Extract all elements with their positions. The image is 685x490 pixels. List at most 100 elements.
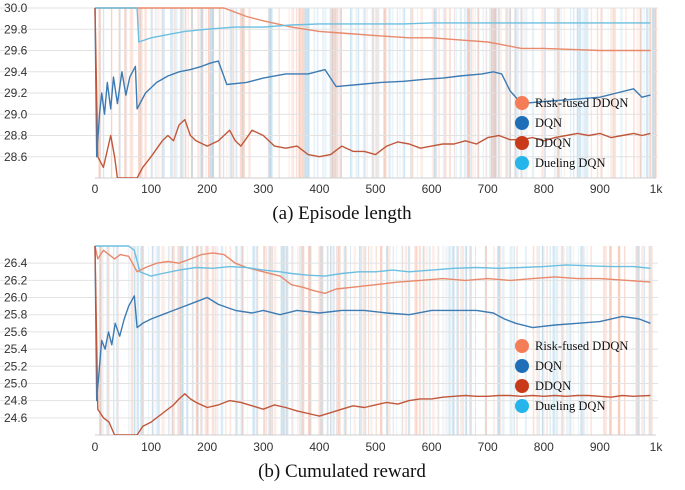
y-tick-label: 25.2	[4, 359, 28, 373]
background-band	[388, 246, 391, 435]
background-band	[179, 246, 182, 435]
background-band	[651, 246, 653, 435]
series-group	[94, 245, 651, 435]
background-band	[449, 246, 451, 435]
background-band	[553, 246, 556, 435]
series-line-dqn	[94, 7, 651, 158]
background-band	[141, 246, 144, 435]
legend-item-ddqn: DDQN	[515, 379, 571, 393]
x-tick-label: 800	[534, 182, 554, 196]
background-band	[241, 246, 244, 435]
background-band	[396, 246, 397, 435]
x-tick-label: 400	[309, 440, 329, 454]
background-band	[319, 246, 322, 435]
background-band	[336, 246, 338, 435]
background-band	[503, 246, 505, 435]
background-band	[113, 246, 115, 435]
background-band	[236, 246, 238, 435]
background-band	[291, 246, 294, 435]
background-band	[204, 246, 208, 435]
background-band	[451, 246, 455, 435]
background-band	[137, 246, 139, 435]
background-band	[152, 246, 154, 435]
legend-marker	[515, 379, 529, 393]
y-tick-label: 28.6	[4, 150, 28, 164]
background-band	[157, 246, 160, 435]
background-band	[108, 246, 110, 435]
background-band	[549, 246, 550, 435]
x-tick-label: 700	[478, 440, 498, 454]
background-band	[297, 246, 299, 435]
y-tick-label: 25.8	[4, 308, 28, 322]
background-band	[636, 246, 640, 435]
background-band	[559, 246, 561, 435]
background-band	[207, 246, 210, 435]
legend-item-dqn: DQN	[515, 359, 562, 373]
background-band	[562, 246, 564, 435]
legend-label: DQN	[535, 359, 562, 373]
background-band	[302, 246, 304, 435]
background-band	[177, 246, 179, 435]
legend-label: Risk-fused DDQN	[535, 96, 628, 110]
legend-label: DDQN	[535, 379, 571, 393]
y-tick-label: 30.0	[4, 1, 28, 15]
background-band	[392, 246, 394, 435]
legend-marker	[515, 96, 529, 110]
background-band	[603, 246, 606, 435]
background-band	[191, 246, 193, 435]
background-band	[321, 246, 324, 435]
background-band	[632, 246, 634, 435]
background-band	[404, 246, 408, 435]
background-band	[572, 246, 575, 435]
background-band	[177, 246, 179, 435]
background-band	[273, 246, 277, 435]
x-tick-label: 1k	[650, 440, 664, 454]
series-line-ddqn	[94, 245, 651, 435]
background-band	[419, 246, 421, 435]
y-tick-label: 29.0	[4, 107, 28, 121]
background-band	[186, 246, 188, 435]
background-band	[168, 246, 171, 435]
legend-marker	[515, 136, 529, 150]
background-band	[361, 246, 363, 435]
background-band	[320, 246, 322, 435]
background-band	[446, 246, 448, 435]
legend-label: Dueling DQN	[535, 156, 605, 170]
background-band	[512, 246, 515, 435]
background-band	[485, 246, 487, 435]
background-band	[371, 246, 373, 435]
background-band	[180, 246, 183, 435]
background-band	[291, 246, 293, 435]
background-band	[130, 246, 134, 435]
background-band	[364, 246, 367, 435]
background-band	[283, 246, 286, 435]
legend-marker	[515, 116, 529, 130]
background-band	[155, 246, 157, 435]
background-band	[281, 246, 285, 435]
series-line-ddqn	[94, 7, 651, 178]
y-tick-label: 25.4	[4, 342, 28, 356]
background-band	[355, 246, 356, 435]
background-band	[407, 246, 411, 435]
background-band	[577, 246, 580, 435]
x-tick-label: 0	[92, 440, 99, 454]
background-band	[405, 246, 407, 435]
legend: Risk-fused DDQN DQN DDQN Dueling DQN	[515, 339, 628, 413]
legend-marker	[515, 399, 529, 413]
background-band	[493, 246, 495, 435]
background-band	[199, 246, 203, 435]
background-band	[554, 246, 556, 435]
background-band	[649, 246, 652, 435]
background-band	[330, 246, 332, 435]
background-band	[470, 246, 472, 435]
background-band	[344, 246, 346, 435]
legend-item-dqn: DQN	[515, 116, 562, 130]
background-band	[461, 246, 464, 435]
background-band	[345, 246, 348, 435]
background-band	[624, 246, 625, 435]
x-tick-label: 900	[590, 182, 610, 196]
background-band	[562, 246, 565, 435]
y-tick-label: 24.8	[4, 394, 28, 408]
background-band	[164, 246, 166, 435]
background-band	[332, 246, 335, 435]
